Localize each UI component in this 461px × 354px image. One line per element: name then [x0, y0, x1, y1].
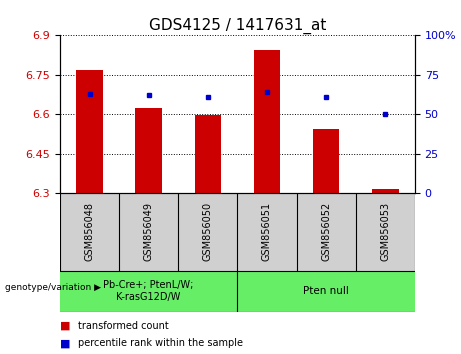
- Text: ■: ■: [60, 338, 74, 348]
- Text: transformed count: transformed count: [78, 321, 169, 331]
- Text: GSM856048: GSM856048: [84, 202, 95, 261]
- Text: GSM856051: GSM856051: [262, 202, 272, 262]
- Title: GDS4125 / 1417631_at: GDS4125 / 1417631_at: [149, 18, 326, 34]
- Text: GSM856050: GSM856050: [203, 202, 213, 262]
- Text: Pb-Cre+; PtenL/W;
K-rasG12D/W: Pb-Cre+; PtenL/W; K-rasG12D/W: [103, 280, 194, 302]
- Text: GSM856053: GSM856053: [380, 202, 390, 262]
- Text: ■: ■: [60, 321, 74, 331]
- Text: genotype/variation ▶: genotype/variation ▶: [5, 283, 100, 292]
- Bar: [313, 129, 339, 193]
- Bar: [254, 50, 280, 193]
- Bar: [76, 69, 103, 193]
- Text: GSM856052: GSM856052: [321, 202, 331, 262]
- Bar: [136, 108, 162, 193]
- Bar: [195, 115, 221, 193]
- Text: GSM856049: GSM856049: [144, 202, 154, 261]
- Text: Pten null: Pten null: [303, 286, 349, 296]
- Bar: [372, 189, 399, 193]
- Text: percentile rank within the sample: percentile rank within the sample: [78, 338, 243, 348]
